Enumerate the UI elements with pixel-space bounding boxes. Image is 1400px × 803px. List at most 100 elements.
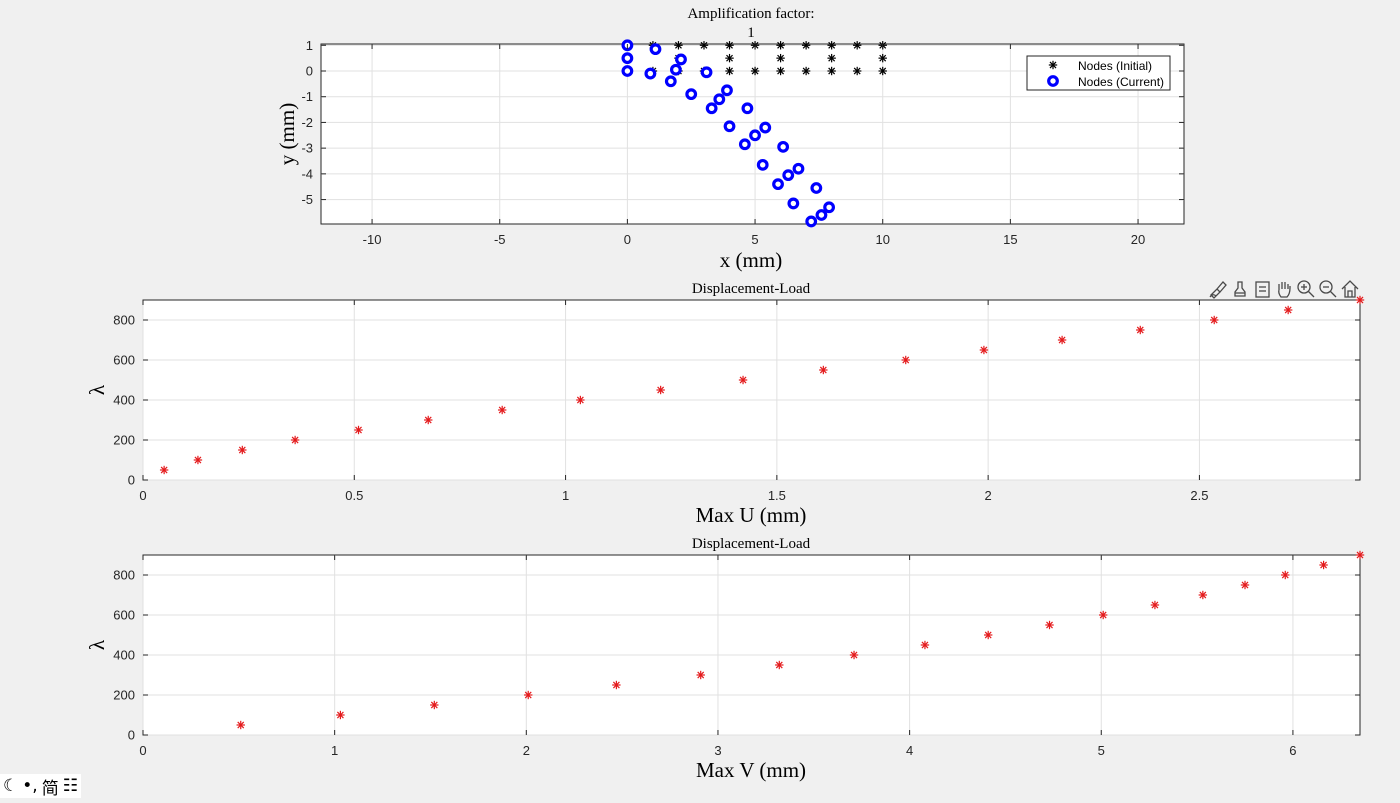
- legend-entry-initial: Nodes (Initial): [1078, 59, 1152, 73]
- mesh-marks: [621, 39, 887, 228]
- current-node-point: [810, 182, 823, 194]
- current-node-point: [700, 66, 713, 79]
- current-node-point: [759, 121, 772, 134]
- y-tick-label: 200: [113, 688, 135, 703]
- initial-node-point: [878, 66, 887, 76]
- current-node-point: [823, 201, 835, 214]
- x-tick-label: 5: [751, 232, 758, 247]
- disp-v-y-ticks: 0 200 400 600 800: [113, 568, 1360, 743]
- disp-u-x-label: Max U (mm): [696, 503, 807, 527]
- ime-menu-icon[interactable]: ☷: [62, 776, 78, 796]
- disp-v-x-label: Max V (mm): [696, 758, 806, 782]
- current-node-point: [705, 102, 718, 115]
- load-point: [979, 345, 989, 355]
- load-point: [819, 365, 828, 375]
- axes-toolbar: [1208, 279, 1360, 299]
- initial-node-point: [801, 66, 811, 76]
- disp-v-title: Displacement-Load: [692, 536, 811, 552]
- current-node-point: [805, 215, 818, 228]
- mesh-legend[interactable]: Nodes (Initial) Nodes (Current): [1026, 55, 1171, 91]
- disp-u-y-ticks: 0 200 400 600 800: [113, 313, 1360, 488]
- y-tick-label: 400: [113, 393, 135, 408]
- current-node-point: [749, 129, 761, 142]
- ime-punctuation-icon[interactable]: •,: [22, 776, 38, 796]
- load-point: [290, 435, 300, 445]
- mesh-x-ticks: -10 -5 0 5 10 15 20: [363, 44, 1145, 247]
- legend-star-icon: [1048, 60, 1058, 70]
- disp-v-plot-area[interactable]: [142, 554, 1361, 736]
- x-tick-label: -5: [494, 232, 506, 247]
- y-tick-label: -3: [301, 141, 313, 156]
- load-point: [738, 375, 748, 385]
- ime-moon-icon[interactable]: ☾: [3, 776, 19, 796]
- y-tick-label: 0: [306, 64, 313, 79]
- y-tick-label: 400: [113, 648, 135, 663]
- datacursor-icon[interactable]: [1253, 279, 1273, 299]
- y-tick-label: -5: [301, 192, 313, 207]
- current-node-point: [777, 140, 790, 153]
- current-node-point: [815, 209, 828, 221]
- current-node-point: [782, 169, 795, 182]
- load-point: [1210, 315, 1219, 325]
- current-node-point: [772, 178, 784, 191]
- current-node-point: [621, 65, 634, 77]
- disp-v-marks: [236, 550, 1365, 730]
- load-point: [612, 680, 621, 690]
- x-tick-label: 2.5: [1190, 488, 1208, 503]
- initial-node-point: [801, 41, 811, 50]
- y-tick-label: 200: [113, 433, 135, 448]
- zoom-in-icon[interactable]: [1296, 279, 1316, 299]
- load-point: [1355, 295, 1365, 305]
- load-point: [656, 385, 665, 395]
- load-point: [1281, 570, 1290, 580]
- y-tick-label: 1: [306, 38, 313, 53]
- pan-hand-icon[interactable]: [1274, 279, 1294, 299]
- home-icon[interactable]: [1340, 279, 1360, 299]
- y-tick-label: -4: [301, 166, 313, 181]
- load-point: [354, 425, 363, 435]
- y-tick-label: -2: [301, 115, 313, 130]
- current-node-point: [738, 138, 751, 151]
- disp-v-x-ticks: 0 1 2 3 4 5 6: [139, 555, 1297, 758]
- load-point: [1136, 325, 1145, 335]
- load-point: [1150, 600, 1160, 610]
- zoom-out-icon[interactable]: [1318, 279, 1338, 299]
- disp-u-x-ticks: 0 0.5 1 1.5 2 2.5: [139, 300, 1208, 503]
- initial-node-point: [878, 53, 887, 63]
- load-point: [1355, 550, 1365, 560]
- current-node-point: [675, 53, 687, 66]
- legend-entry-current: Nodes (Current): [1078, 75, 1164, 89]
- current-node-point: [756, 158, 769, 171]
- current-node-point: [723, 120, 736, 133]
- initial-node-point: [699, 41, 709, 50]
- load-point: [1045, 620, 1054, 630]
- load-point: [576, 395, 585, 405]
- load-point: [920, 640, 930, 650]
- brush-icon[interactable]: [1208, 279, 1228, 299]
- load-point: [983, 630, 993, 640]
- current-node-point: [713, 93, 726, 106]
- mesh-axes[interactable]: -10 -5 0 5 10 15 20 -5-4-3-2-101 Amplification…: [275, 6, 1185, 272]
- current-node-point: [792, 162, 805, 175]
- load-point: [236, 720, 245, 730]
- x-tick-label: 0: [139, 488, 146, 503]
- data-tips-icon[interactable]: [1231, 279, 1251, 299]
- load-point: [238, 445, 247, 455]
- ime-simplified-icon[interactable]: 简: [41, 778, 59, 799]
- mesh-subtitle: 1: [747, 25, 755, 41]
- x-tick-label: 3: [714, 743, 721, 758]
- x-tick-label: 1.5: [768, 488, 786, 503]
- initial-node-point: [725, 53, 734, 63]
- mesh-y-ticks: -5 -4 -3 -2 -1 0 1: [301, 38, 1184, 207]
- disp-u-plot-area[interactable]: [142, 299, 1361, 481]
- x-tick-label: 2: [985, 488, 992, 503]
- x-tick-label: 15: [1003, 232, 1017, 247]
- disp-u-axes[interactable]: 0 0.5 1 1.5 2 2.5 0 200 400 600 800 Displacement-…: [85, 281, 1365, 527]
- disp-v-y-label: λ: [85, 639, 109, 650]
- x-tick-label: 5: [1098, 743, 1105, 758]
- initial-node-point: [852, 66, 862, 76]
- disp-u-title: Displacement-Load: [692, 281, 811, 297]
- ime-status-bar[interactable]: ☾ •, 简 ☷: [0, 774, 81, 799]
